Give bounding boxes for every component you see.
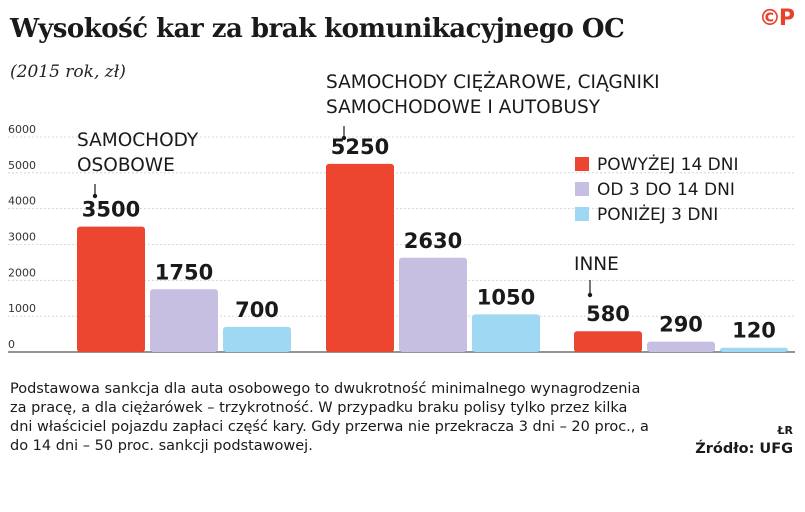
bar-value-label: 1050 <box>477 285 535 309</box>
bar <box>326 163 394 352</box>
chart-subtitle: (2015 rok, zł) <box>10 62 126 82</box>
y-tick-label: 3000 <box>8 231 36 244</box>
author-initials: ŁR <box>777 424 793 437</box>
y-tick-label: 0 <box>8 338 15 351</box>
bar-value-label: 1750 <box>155 260 213 284</box>
bar-value-label: 120 <box>732 319 776 343</box>
y-tick-label: 6000 <box>8 123 36 136</box>
category-label: SAMOCHODY <box>77 130 199 151</box>
footnote-text: Podstawowa sankcja dla auta osobowego to… <box>10 381 649 454</box>
bar-value-label: 700 <box>235 298 279 322</box>
y-tick-label: 1000 <box>8 302 36 315</box>
y-tick-label: 4000 <box>8 195 36 208</box>
bar <box>77 226 145 352</box>
bar <box>720 347 788 352</box>
bar-chart: 0 1000 2000 3000 4000 5000 6000 3500 5250 580 1750… <box>8 72 795 353</box>
bar-value-label: 5250 <box>331 135 389 159</box>
bar <box>472 314 540 352</box>
y-tick-label: 2000 <box>8 266 36 279</box>
bar <box>399 257 467 352</box>
bar-value-label: 2630 <box>404 229 462 253</box>
legend-label: OD 3 DO 14 DNI <box>597 180 735 200</box>
bar <box>223 326 291 352</box>
source-label: Źródło: UFG <box>695 441 793 457</box>
bar-value-label: 3500 <box>82 198 140 222</box>
legend-swatch <box>575 182 589 196</box>
category-pointer-dot <box>92 193 98 199</box>
legend-label: PONIŻEJ 3 DNI <box>597 204 718 225</box>
bar <box>647 341 715 352</box>
category-pointer-dot <box>341 135 347 141</box>
publisher-logo: ©P <box>758 6 795 31</box>
bar-value-label: 580 <box>586 302 630 326</box>
category-label: OSOBOWE <box>77 155 175 176</box>
category-label: SAMOCHODY CIĘŻAROWE, CIĄGNIKI <box>326 72 660 93</box>
bar <box>574 331 642 352</box>
bar <box>150 289 218 352</box>
category-label: INNE <box>574 254 619 275</box>
category-label: SAMOCHODOWE I AUTOBUSY <box>326 97 601 118</box>
legend-swatch <box>575 207 589 221</box>
chart-title: Wysokość kar za brak komunikacyjnego OC <box>10 14 625 44</box>
legend-swatch <box>575 157 589 171</box>
y-tick-label: 5000 <box>8 159 36 172</box>
bar-value-label: 290 <box>659 313 703 337</box>
legend-label: POWYŻEJ 14 DNI <box>597 154 739 175</box>
category-pointer-dot <box>587 292 593 298</box>
